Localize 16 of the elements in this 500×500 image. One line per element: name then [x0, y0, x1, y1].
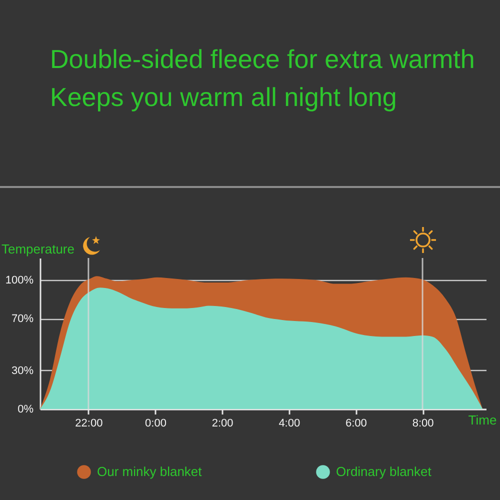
- y-tick-label: 70%: [11, 313, 34, 326]
- chart-subtitle: Keeps you warm all night long: [50, 82, 397, 112]
- legend-label: Ordinary blanket: [336, 464, 432, 479]
- x-tick-label: 4:00: [278, 418, 300, 430]
- legend-label: Our minky blanket: [97, 464, 202, 479]
- x-tick-label: 8:00: [412, 418, 434, 430]
- x-tick-label: 22:00: [75, 418, 103, 430]
- x-axis-title: Time: [468, 412, 497, 428]
- x-tick-label: 2:00: [212, 418, 234, 430]
- x-tick-label: 0:00: [145, 418, 166, 430]
- y-tick-label: 100%: [5, 274, 34, 286]
- y-tick-label: 30%: [11, 364, 34, 377]
- x-tick-label: 6:00: [345, 418, 367, 430]
- y-tick-label: 0%: [18, 404, 34, 416]
- y-axis-title: Temperature: [2, 242, 74, 256]
- chart-title: Double-sided fleece for extra warmth: [50, 44, 475, 74]
